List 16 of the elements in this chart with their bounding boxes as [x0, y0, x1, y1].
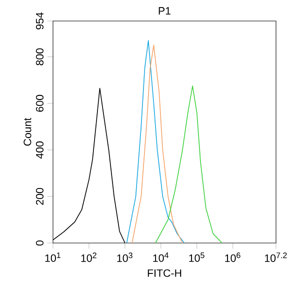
x-tick-label: 10$^{2}$: [81, 252, 96, 262]
y-tick-label: 800: [36, 48, 44, 66]
y-tick-label: 0: [36, 240, 44, 246]
y-tick-label: 400: [36, 141, 44, 159]
x-tick-label: 10$^{3}$: [117, 252, 132, 262]
y-tick-label: 954: [36, 12, 44, 30]
x-axis-title: FITC-H: [148, 269, 182, 277]
x-tick-label: 10$^{4}$: [153, 252, 169, 262]
y-tick-label: 200: [36, 188, 44, 205]
y-axis-title: Count: [24, 118, 32, 146]
y-tick-label: 600: [36, 94, 44, 112]
x-tick-label: 10$^{5}$: [189, 252, 204, 262]
x-tick-label: 10$^{7.2}$: [264, 252, 287, 262]
chart-title: P1: [158, 7, 171, 15]
x-tick-label: 10$^{1}$: [45, 252, 60, 262]
x-tick-label: 10$^{6}$: [225, 252, 240, 262]
